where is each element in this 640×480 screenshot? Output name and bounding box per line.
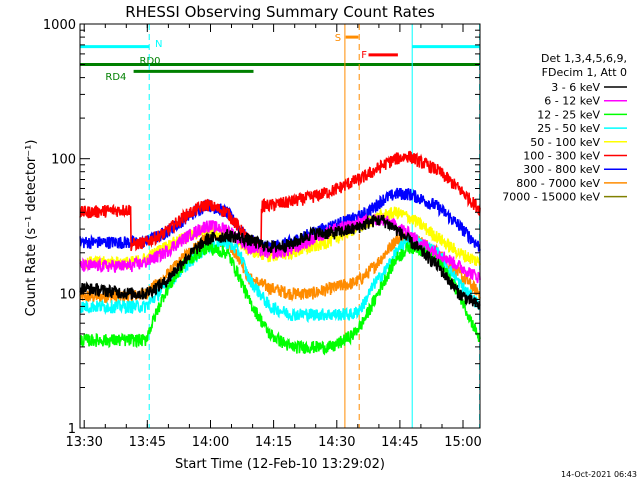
flag-label-f: F	[361, 50, 367, 61]
legend-label-300-800-kev: 300 - 800 keV	[523, 163, 600, 176]
x-tick-label-13-45: 13:45	[129, 435, 166, 450]
y-tick-label-10: 10	[59, 287, 76, 302]
x-tick-label-14-15: 14:15	[255, 435, 292, 450]
legend-label-800-7000-kev: 800 - 7000 keV	[516, 177, 600, 190]
flag-bars: N RD0 RD4 S F	[80, 33, 480, 83]
legend-label-50-100-kev: 50 - 100 keV	[530, 136, 600, 149]
legend-label-12-25-kev: 12 - 25 keV	[537, 108, 600, 121]
legend-label-25-50-kev: 25 - 50 keV	[537, 122, 600, 135]
flag-label-rd0: RD0	[140, 56, 161, 67]
y-axis-label: Count Rate (s⁻¹ detector⁻¹)	[24, 140, 39, 317]
legend-header-1: FDecim 1, Att 0	[542, 66, 627, 79]
y-tick-label-1000: 1000	[43, 18, 76, 33]
series-line-3-6-kev	[79, 214, 481, 310]
series-line-12-25-kev	[79, 241, 481, 356]
x-axis-label: Start Time (12-Feb-10 13:29:02)	[175, 457, 385, 472]
data-series	[79, 150, 481, 356]
legend-label-6-12-kev: 6 - 12 keV	[544, 95, 600, 108]
flag-label-rd4: RD4	[105, 72, 126, 83]
plot-frame	[79, 23, 481, 429]
legend-label-100-300-kev: 100 - 300 keV	[523, 150, 600, 163]
timestamp-label: 14-Oct-2021 06:43	[561, 470, 637, 479]
legend: Det 1,3,4,5,6,9,FDecim 1, Att 0 3 - 6 keV…	[502, 52, 627, 204]
series-line-6-12-kev	[79, 212, 481, 284]
x-tick-label-14-30: 14:30	[318, 435, 355, 450]
y-tick-label-1: 1	[68, 422, 76, 437]
legend-label-7000-15000-kev: 7000 - 15000 keV	[502, 191, 600, 204]
x-tick-label-13-30: 13:30	[65, 435, 102, 450]
x-tick-label-14-45: 14:45	[381, 435, 418, 450]
x-tick-label-15-00: 15:00	[444, 435, 481, 450]
flag-label-n: N	[155, 39, 162, 50]
legend-header-0: Det 1,3,4,5,6,9,	[541, 52, 627, 65]
axis-ticks: 13:30 13:45 14:00 14:15 14:30 14:45 15:00 1 10 10…	[43, 18, 482, 450]
series-line-100-300-kev	[79, 150, 481, 254]
flag-label-s: S	[335, 33, 341, 44]
legend-label-3-6-kev: 3 - 6 keV	[551, 81, 600, 94]
chart-title: RHESSI Observing Summary Count Rates	[125, 3, 435, 21]
y-tick-label-100: 100	[51, 153, 76, 168]
x-tick-label-14-00: 14:00	[192, 435, 229, 450]
